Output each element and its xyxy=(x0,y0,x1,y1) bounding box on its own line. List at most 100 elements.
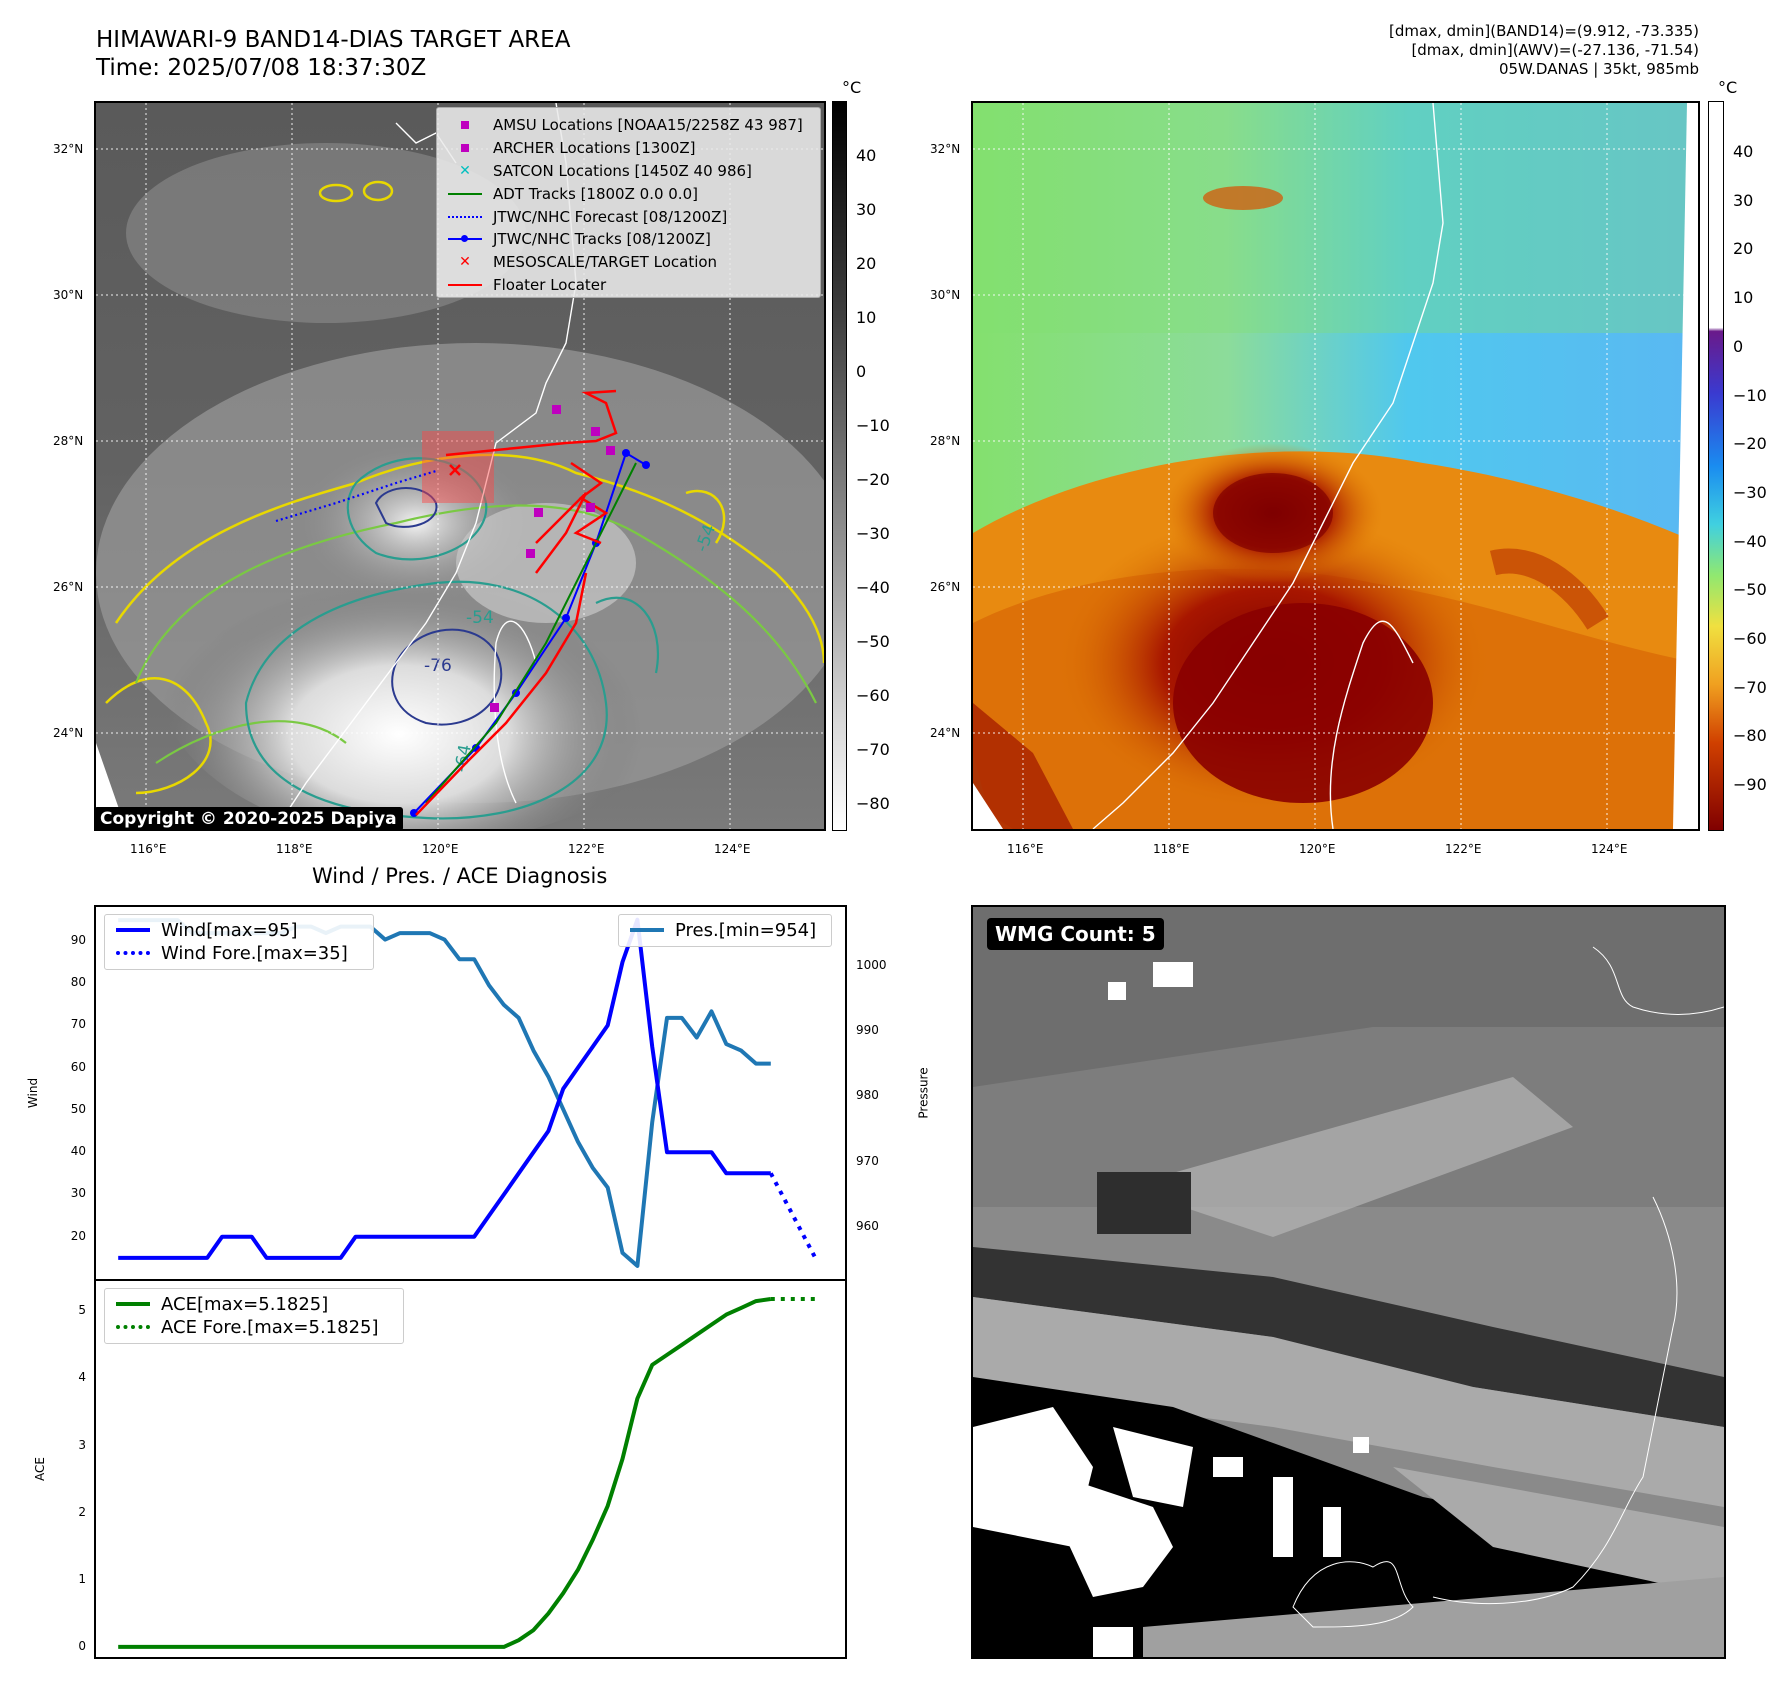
colorbar-unit: °C xyxy=(1718,78,1738,97)
info-line-3: 05W.DANAS | 35kt, 985mb xyxy=(1498,60,1699,78)
legend-item-ace: ACE[max=5.1825] xyxy=(113,1293,395,1316)
lon-tick: 116°E xyxy=(1007,842,1044,856)
colorbar-tick: 30 xyxy=(856,200,877,219)
legend-label: Wind[max=95] xyxy=(161,919,298,941)
ir-colorbar xyxy=(832,101,847,831)
colorbar-tick: −10 xyxy=(856,416,890,435)
lon-tick: 124°E xyxy=(1591,842,1628,856)
lat-tick: 30°N xyxy=(930,288,961,302)
colorbar-tick: 10 xyxy=(856,308,877,327)
lon-tick: 118°E xyxy=(276,842,313,856)
ace-panel xyxy=(94,1279,847,1659)
ace-axis-label: ACE xyxy=(32,1457,47,1481)
ace-tick: 4 xyxy=(78,1370,86,1385)
forecast-track xyxy=(275,469,437,523)
lat-tick: 28°N xyxy=(53,434,84,448)
dotted-line-icon xyxy=(113,946,153,960)
colorbar-tick: −90 xyxy=(1733,775,1767,795)
legend-label: ACE Fore.[max=5.1825] xyxy=(161,1316,379,1338)
legend-item-wind: Wind[max=95] xyxy=(113,919,365,942)
lat-tick: 26°N xyxy=(53,580,84,594)
line-icon xyxy=(445,187,485,201)
colorbar-tick: 20 xyxy=(856,254,877,273)
pressure-tick: 970 xyxy=(856,1153,879,1168)
pressure-axis-label: Pressure xyxy=(916,1067,931,1119)
line-dot-icon xyxy=(445,232,485,246)
amsu-markers xyxy=(490,405,615,712)
wind-forecast-line xyxy=(769,1172,818,1259)
lat-tick: 24°N xyxy=(930,726,961,740)
diagnosis-title: Wind / Pres. / ACE Diagnosis xyxy=(312,864,608,888)
lon-tick: 120°E xyxy=(422,842,459,856)
colorbar-tick: −40 xyxy=(1733,531,1767,551)
wind-line xyxy=(118,917,771,1260)
colorbar-tick: −30 xyxy=(1733,482,1767,502)
ace-tick: 2 xyxy=(78,1504,86,1519)
lat-tick: 32°N xyxy=(53,142,84,156)
square-marker-icon xyxy=(445,141,485,155)
figure-title: HIMAWARI-9 BAND14-DIAS TARGET AREA Time:… xyxy=(96,26,570,82)
colorbar-tick: 0 xyxy=(856,362,867,381)
legend-item-wind-forecast: Wind Fore.[max=35] xyxy=(113,942,365,965)
adt-track xyxy=(425,462,637,804)
contour-label: -76 xyxy=(424,656,452,676)
colorbar-tick: −70 xyxy=(1733,677,1767,697)
wind-tick: 90 xyxy=(70,932,86,947)
colorbar-tick: −20 xyxy=(856,470,890,489)
lat-tick: 28°N xyxy=(930,434,961,448)
colorbar-tick: −80 xyxy=(1733,726,1767,746)
ace-tick: 0 xyxy=(78,1638,86,1653)
legend-label: SATCON Locations [1450Z 40 986] xyxy=(493,161,752,180)
colorbar-tick: −50 xyxy=(856,632,890,651)
legend-item-tracks: JTWC/NHC Tracks [08/1200Z] xyxy=(445,228,812,251)
pressure-tick: 980 xyxy=(856,1088,879,1103)
legend-item-satcon: ✕ SATCON Locations [1450Z 40 986] xyxy=(445,160,812,183)
lon-tick: 116°E xyxy=(130,842,167,856)
title-line-2: Time: 2025/07/08 18:37:30Z xyxy=(96,55,427,81)
colorbar-tick: −30 xyxy=(856,524,890,543)
wind-tick: 40 xyxy=(70,1144,86,1159)
wind-tick: 50 xyxy=(70,1101,86,1116)
ir-map-image: -54 -64 -54 -76 xyxy=(96,103,824,829)
mesoscale-marker xyxy=(449,464,461,476)
legend-label: MESOSCALE/TARGET Location xyxy=(493,253,718,272)
legend-item-mesoscale: ✕ MESOSCALE/TARGET Location xyxy=(445,251,812,274)
square-marker-icon xyxy=(445,118,485,132)
ace-tick: 3 xyxy=(78,1437,86,1452)
lat-tick: 30°N xyxy=(53,288,84,302)
pressure-legend: Pres.[min=954] xyxy=(618,914,832,947)
colorbar-tick: −20 xyxy=(1733,434,1767,454)
legend-item-archer: ARCHER Locations [1300Z] xyxy=(445,137,812,160)
pressure-tick: 990 xyxy=(856,1023,879,1037)
line-icon xyxy=(113,1297,153,1311)
awv-map-panel xyxy=(971,101,1700,831)
x-marker-icon: ✕ xyxy=(459,254,471,271)
legend-label: ADT Tracks [1800Z 0.0 0.0] xyxy=(493,184,698,203)
colorbar-tick: −50 xyxy=(1733,580,1767,600)
wind-tick: 80 xyxy=(70,975,86,990)
colorbar-tick: −80 xyxy=(856,794,890,813)
wmg-image xyxy=(973,907,1724,1657)
legend-label: Pres.[min=954] xyxy=(675,919,817,941)
colorbar-tick: −60 xyxy=(856,686,890,705)
lon-tick: 120°E xyxy=(1299,842,1336,856)
title-line-1: HIMAWARI-9 BAND14-DIAS TARGET AREA xyxy=(96,27,571,53)
lat-tick: 26°N xyxy=(930,580,961,594)
dotted-line-icon xyxy=(113,1320,153,1334)
wind-axis-label: Wind xyxy=(26,1077,41,1109)
colorbar-tick: 30 xyxy=(1733,190,1754,210)
wind-tick: 70 xyxy=(70,1017,86,1032)
x-marker-icon: ✕ xyxy=(459,162,471,179)
ir-map-panel: -54 -64 -54 -76 xyxy=(94,101,826,831)
wind-legend: Wind[max=95] Wind Fore.[max=35] xyxy=(104,914,374,970)
awv-colorbar xyxy=(1708,101,1724,831)
colorbar-tick: 0 xyxy=(1733,336,1744,356)
pressure-tick: 960 xyxy=(856,1218,879,1233)
colorbar-tick: −70 xyxy=(856,740,890,759)
legend-item-ace-forecast: ACE Fore.[max=5.1825] xyxy=(113,1316,395,1339)
diagnostic-info: [dmax, dmin](BAND14)=(9.912, -73.335) [d… xyxy=(1389,22,1699,79)
ace-tick: 1 xyxy=(78,1571,86,1586)
legend-label: Wind Fore.[max=35] xyxy=(161,942,348,964)
wind-tick: 20 xyxy=(70,1228,86,1243)
legend-label: AMSU Locations [NOAA15/2258Z 43 987] xyxy=(493,116,803,135)
